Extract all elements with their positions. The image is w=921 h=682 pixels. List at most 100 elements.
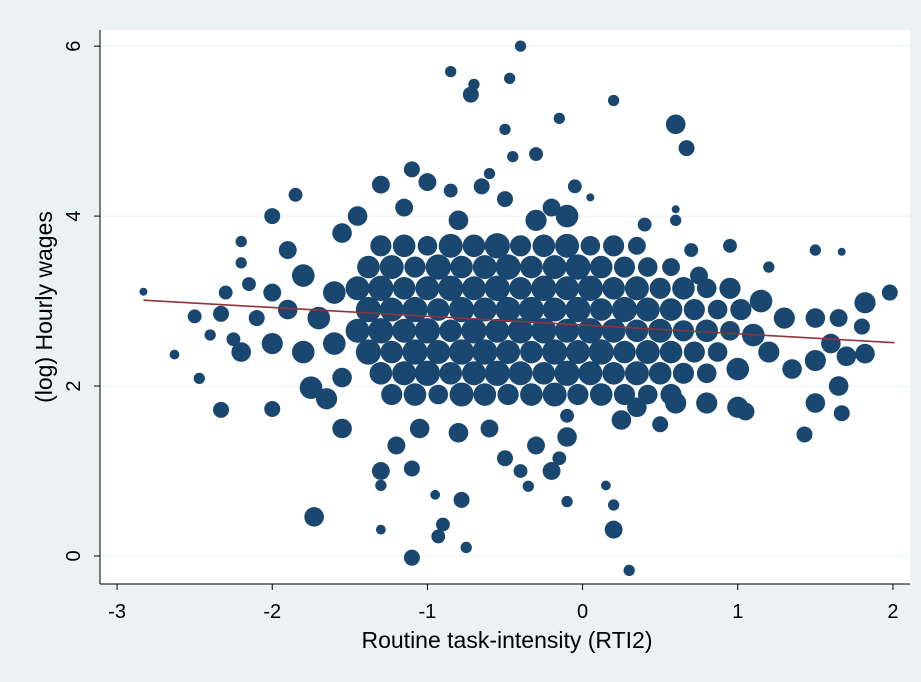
- bubble: [758, 341, 780, 363]
- bubble: [509, 235, 532, 257]
- bubble: [719, 277, 741, 299]
- bubble: [683, 341, 705, 363]
- bubble: [462, 234, 486, 258]
- bubble: [607, 94, 620, 107]
- bubble: [603, 235, 625, 257]
- bubble: [425, 254, 451, 280]
- bubble: [881, 284, 898, 301]
- bubble: [665, 392, 687, 414]
- bubble: [542, 297, 567, 322]
- x-tick-label: -2: [263, 601, 281, 623]
- bubble: [577, 275, 603, 301]
- bubble: [226, 332, 241, 347]
- bubble: [637, 384, 658, 405]
- bubble: [402, 296, 428, 323]
- bubble: [508, 361, 533, 386]
- bubble: [497, 383, 519, 406]
- bubble: [821, 333, 841, 354]
- bubble: [665, 114, 686, 135]
- bubble: [670, 214, 682, 226]
- bubble: [278, 241, 297, 260]
- bubble: [828, 376, 849, 396]
- bubble: [472, 255, 497, 280]
- bubble: [473, 383, 497, 406]
- bubble: [557, 427, 577, 447]
- bubble: [607, 499, 620, 511]
- bubble: [561, 495, 573, 508]
- bubble: [369, 361, 393, 385]
- bubble: [370, 235, 392, 257]
- bubble: [261, 332, 283, 355]
- bubble: [379, 297, 404, 322]
- bubble: [438, 233, 463, 258]
- bubble: [522, 480, 534, 492]
- x-tick-label: 0: [577, 601, 588, 623]
- bubble: [602, 361, 625, 385]
- bubble: [613, 340, 636, 364]
- bubble: [763, 261, 775, 273]
- bubble: [627, 397, 647, 418]
- y-tick-label: 0: [63, 550, 85, 561]
- bubble: [649, 277, 671, 299]
- bubble: [204, 329, 216, 341]
- bubble: [635, 297, 660, 322]
- bubble: [855, 343, 875, 364]
- bubble: [299, 376, 323, 400]
- bubble: [139, 287, 148, 296]
- bubble: [726, 357, 750, 381]
- bubble: [277, 299, 298, 320]
- bubble: [347, 206, 368, 226]
- bubble: [604, 520, 623, 539]
- x-tick-label: -1: [419, 601, 437, 623]
- bubble: [304, 507, 324, 527]
- bubble: [552, 451, 567, 466]
- bubble: [448, 210, 469, 231]
- bubble: [315, 388, 338, 410]
- bubble: [652, 416, 669, 433]
- bubble: [473, 178, 490, 195]
- bubble: [375, 524, 386, 535]
- bubble: [565, 254, 591, 280]
- y-tick-label: 4: [63, 211, 85, 222]
- bubble: [707, 342, 728, 362]
- x-tick-label: 2: [887, 601, 898, 623]
- bubble: [602, 276, 625, 300]
- bubble: [637, 257, 658, 277]
- bubble: [355, 296, 382, 323]
- bubble: [555, 318, 580, 343]
- bubble: [542, 198, 561, 217]
- bubble: [496, 340, 521, 365]
- bubble: [509, 276, 532, 300]
- bubble: [403, 383, 427, 406]
- bubble: [565, 296, 591, 323]
- bubble: [187, 309, 202, 324]
- bubble: [836, 346, 857, 367]
- bubble: [345, 276, 370, 301]
- bubble: [773, 307, 795, 329]
- bubble: [371, 462, 390, 480]
- bubble: [520, 383, 543, 406]
- bubble: [554, 360, 580, 386]
- bubble: [782, 359, 802, 379]
- bubble: [507, 318, 534, 344]
- bubble: [589, 383, 613, 406]
- bubble: [684, 243, 699, 257]
- bubble: [495, 296, 521, 323]
- bubble: [796, 426, 813, 443]
- bubble: [635, 340, 660, 365]
- bubble: [637, 217, 652, 232]
- bubble: [242, 277, 256, 291]
- bubble: [672, 362, 695, 384]
- bubble: [601, 318, 626, 343]
- bubble: [461, 318, 487, 344]
- bubble: [730, 298, 752, 321]
- bubble: [484, 360, 510, 386]
- bubble: [355, 339, 382, 365]
- bubble: [623, 564, 635, 577]
- bubble: [736, 402, 755, 421]
- bubble: [291, 264, 315, 287]
- y-tick-label: 6: [63, 41, 85, 52]
- x-tick-label: -3: [108, 601, 126, 623]
- bubble: [613, 256, 636, 278]
